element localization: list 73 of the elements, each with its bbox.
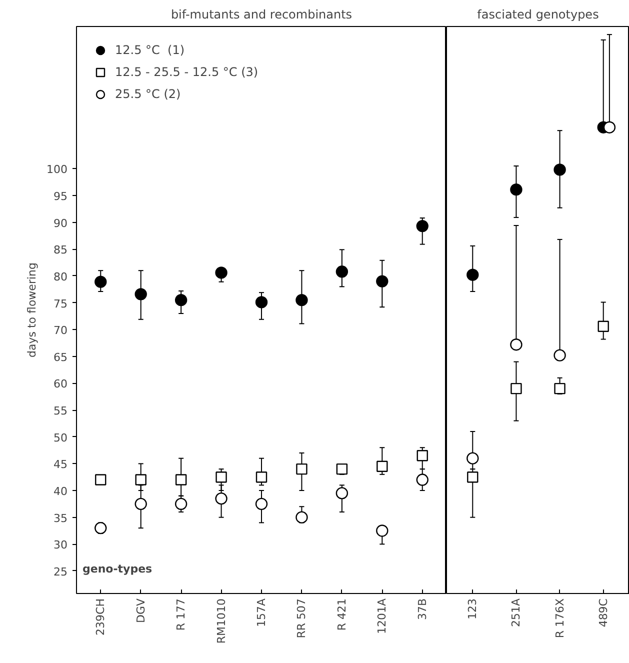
legend-label: 25.5 °C (2) — [115, 87, 181, 101]
x-tick-label: R 176X — [553, 598, 566, 638]
legend-label: 12.5 - 25.5 - 12.5 °C (3) — [115, 65, 258, 79]
point — [554, 382, 566, 394]
point — [376, 524, 388, 537]
point — [554, 164, 566, 176]
x-tick-label: 1201A — [376, 598, 389, 634]
point — [174, 294, 188, 306]
y-tick-label: 85 — [54, 244, 68, 257]
point — [94, 276, 107, 288]
point — [134, 498, 147, 510]
x-tick-label: RM1010 — [214, 598, 228, 644]
y-tick-label: 70 — [54, 324, 68, 338]
point — [466, 268, 479, 281]
point — [554, 349, 566, 362]
point — [256, 471, 268, 483]
y-axis-title: days to flowering — [26, 262, 39, 358]
y-tick-label: 55 — [54, 404, 68, 418]
point — [296, 463, 308, 475]
point — [94, 522, 107, 534]
x-tick-label: 251A — [510, 598, 523, 628]
y-tick-label: 40 — [54, 485, 68, 498]
point — [510, 338, 522, 351]
chart-title: bif-mutants and recombinants — [170, 8, 352, 22]
point — [466, 452, 479, 464]
y-tick-label: 30 — [54, 538, 68, 552]
x-tick-label: R 177 — [174, 598, 188, 631]
y-tick-label: 50 — [54, 431, 68, 444]
y-tick-label: 80 — [54, 270, 68, 284]
y-tick-label: 65 — [54, 350, 68, 364]
point — [510, 183, 522, 196]
y-tick-label: 60 — [54, 378, 68, 391]
point — [175, 474, 187, 486]
legend-label: 12.5 °C (1) — [115, 43, 185, 57]
x-tick-label: 37B — [416, 598, 429, 620]
point — [215, 492, 228, 505]
y-tick-label: 100 — [46, 163, 68, 176]
annotation: geno-types — [82, 562, 153, 576]
point — [376, 275, 388, 288]
point — [376, 460, 388, 472]
point — [216, 471, 227, 483]
y-tick-label: 45 — [54, 458, 68, 472]
x-tick-label: 239CH — [94, 598, 108, 636]
y-tick-label: 35 — [54, 512, 68, 525]
x-tick-label: RR 507 — [295, 598, 308, 638]
point — [467, 471, 478, 483]
point — [416, 450, 428, 462]
point — [215, 266, 228, 279]
y-tick-label: 95 — [54, 190, 68, 203]
point — [416, 220, 428, 232]
point — [510, 382, 522, 394]
point — [296, 294, 308, 306]
point — [336, 266, 348, 278]
x-tick-label: DGV — [134, 598, 148, 624]
y-tick-label: 90 — [54, 216, 68, 230]
point — [598, 320, 609, 332]
point — [255, 498, 268, 510]
point — [255, 296, 268, 308]
x-tick-label: 157A — [255, 598, 268, 628]
point — [416, 474, 428, 486]
point — [95, 474, 106, 486]
y-tick-label: 75 — [54, 297, 68, 310]
point — [174, 498, 188, 510]
y-tick-label: 25 — [54, 565, 68, 578]
point — [135, 474, 146, 486]
point — [134, 288, 147, 300]
point — [336, 487, 348, 500]
x-tick-label: 489C — [596, 598, 610, 628]
x-tick-label: R 421 — [335, 598, 348, 631]
x-tick-label: 123 — [466, 598, 480, 620]
point — [296, 511, 308, 524]
chart-title: fasciated genotypes — [477, 8, 599, 22]
point — [336, 463, 348, 475]
